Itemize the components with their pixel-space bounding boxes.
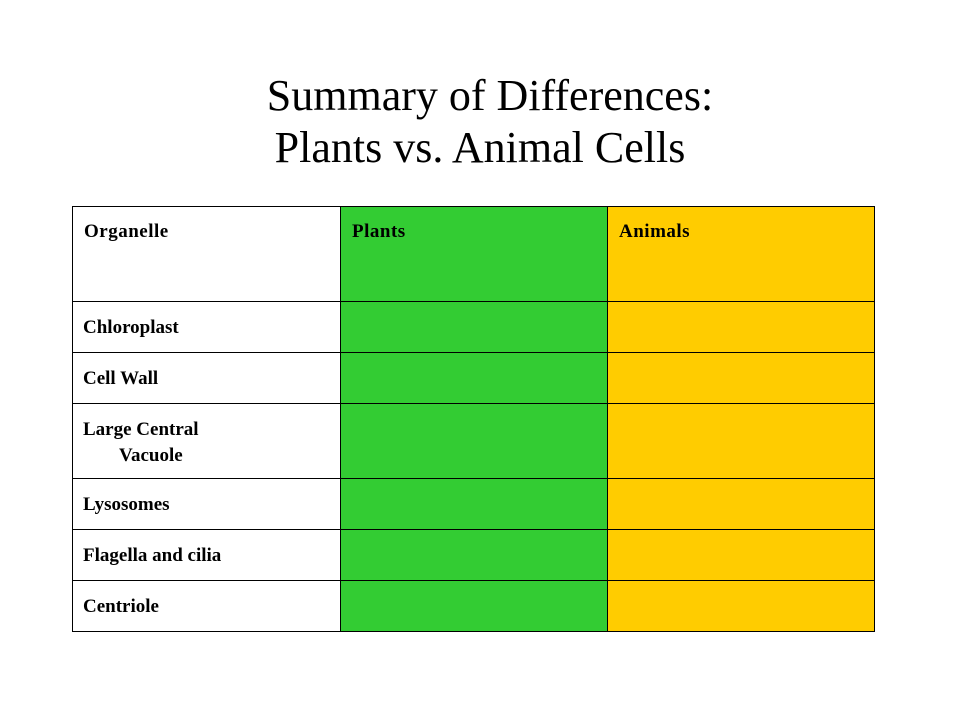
animals-cell [607,580,875,632]
title-line-2: Plants vs. Animal Cells [274,123,686,172]
table-row: Cell Wall [72,352,875,404]
plants-cell [340,529,608,581]
organelle-cell: Lysosomes [72,478,341,530]
title-line-1: Summary of Differences: [266,71,714,120]
animals-cell [607,478,875,530]
organelle-cell: Flagella and cilia [72,529,341,581]
header-plants: Plants [340,206,608,302]
organelle-label: Large Central Vacuole [73,404,340,469]
table-row: Large Central Vacuole [72,403,875,479]
plants-cell [340,403,608,479]
organelle-label: Lysosomes [83,494,170,515]
animals-cell [607,352,875,404]
table-row: Flagella and cilia [72,529,875,581]
table-row: Lysosomes [72,478,875,530]
table-row: Centriole [72,580,875,632]
header-organelle: Organelle [72,206,341,302]
organelle-label: Centriole [83,596,159,617]
plants-cell [340,580,608,632]
organelle-cell: Cell Wall [72,352,341,404]
organelle-cell: Centriole [72,580,341,632]
organelle-label-line-2: Vacuole [119,445,183,466]
organelle-label: Cell Wall [83,368,159,389]
organelle-label: Chloroplast [83,317,179,338]
organelle-cell: Chloroplast [72,301,341,353]
table-header-row: Organelle Plants Animals [72,206,875,302]
organelle-cell: Large Central Vacuole [72,403,341,479]
animals-cell [607,301,875,353]
header-animals: Animals [607,206,875,302]
animals-cell [607,529,875,581]
plants-cell [340,301,608,353]
slide-title: Summary of Differences: Plants vs. Anima… [0,70,960,174]
header-animals-label: Animals [619,221,691,242]
header-plants-label: Plants [352,221,406,242]
organelle-label-line-1: Large Central [83,419,199,440]
table-row: Chloroplast [72,301,875,353]
header-organelle-label: Organelle [84,221,169,242]
plants-cell [340,478,608,530]
comparison-table: Organelle Plants Animals Chloroplast Cel… [72,206,875,632]
plants-cell [340,352,608,404]
organelle-label: Flagella and cilia [83,545,222,566]
animals-cell [607,403,875,479]
